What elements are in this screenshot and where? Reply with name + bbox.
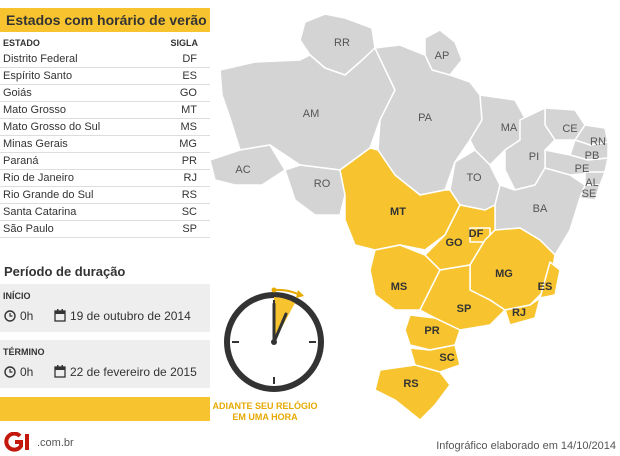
g1-logo: G1 — [4, 432, 29, 452]
state-name: Minas Gerais — [3, 138, 68, 150]
table-row: Minas Gerais MG — [0, 136, 210, 153]
map-label-mt: MT — [390, 206, 406, 218]
state-abbr: ES — [182, 70, 197, 82]
map-label-to: TO — [466, 172, 482, 184]
map-label-pb: PB — [585, 150, 600, 162]
state-shape-ro — [284, 164, 346, 216]
state-shape-ma — [469, 94, 526, 166]
table-row: Distrito Federal DF — [0, 51, 210, 68]
page-title: Estados com horário de verão — [6, 12, 207, 28]
table-row: Santa Catarina SC — [0, 204, 210, 221]
end-date: 22 de fevereiro de 2015 — [70, 365, 197, 379]
table-row: São Paulo SP — [0, 221, 210, 238]
state-abbr: MS — [180, 121, 198, 133]
state-abbr: SP — [182, 223, 197, 235]
map-label-ce: CE — [562, 123, 577, 135]
start-time: 0h — [20, 309, 34, 323]
end-label: TÉRMINO — [3, 347, 45, 357]
state-name: Distrito Federal — [3, 53, 78, 65]
start-box: INÍCIO 0h 19 de outubro de 2014 — [0, 284, 210, 332]
map-label-mg: MG — [495, 268, 513, 280]
title-bar: Estados com horário de verão — [0, 8, 210, 32]
table-row: Rio Grande do Sul RS — [0, 187, 210, 204]
clock-icon — [4, 366, 16, 378]
table-header: ESTADO SIGLA — [0, 36, 210, 50]
state-name: Espírito Santo — [3, 70, 73, 82]
table-row: Paraná PR — [0, 153, 210, 170]
map-label-pa: PA — [418, 112, 433, 124]
state-abbr: MT — [181, 104, 197, 116]
state-name: Goiás — [3, 87, 32, 99]
state-abbr: MG — [179, 138, 197, 150]
map-label-rn: RN — [590, 136, 606, 148]
map-label-pi: PI — [529, 151, 539, 163]
footer-credit: Infográfico elaborado em 14/10/2014 — [436, 440, 616, 452]
clock-icon — [4, 310, 16, 322]
map-label-rr: RR — [334, 37, 350, 49]
clock-caption: ADIANTE SEU RELÓGIO EM UMA HORA — [205, 401, 325, 423]
map-label-ro: RO — [314, 178, 331, 190]
map-label-ms: MS — [391, 281, 408, 293]
table-row: Espírito Santo ES — [0, 68, 210, 85]
state-name: Santa Catarina — [3, 206, 77, 218]
state-abbr: RJ — [183, 172, 197, 184]
state-shape-rj — [504, 297, 541, 326]
end-box: TÉRMINO 0h 22 de fevereiro de 2015 — [0, 340, 210, 388]
states-table: Distrito Federal DF Espírito Santo ES Goiá… — [0, 51, 210, 238]
calendar-icon — [54, 309, 66, 322]
brazil-map: RR AP AM PA MA CE RN PB PI PE AL SE AC R… — [209, 13, 609, 421]
map-label-sp: SP — [457, 303, 472, 315]
map-label-es: ES — [538, 281, 553, 293]
map-label-rs: RS — [403, 378, 418, 390]
state-abbr: DF — [182, 53, 197, 65]
map-label-sc: SC — [439, 352, 454, 364]
table-row: Mato Grosso do Sul MS — [0, 119, 210, 136]
state-shape-es — [539, 261, 561, 299]
state-abbr: SC — [181, 206, 197, 218]
state-shape-sp — [419, 264, 506, 331]
state-shape-rs — [374, 364, 451, 421]
period-title: Período de duração — [4, 264, 126, 279]
clock-caption-line1: ADIANTE SEU RELÓGIO — [212, 401, 318, 411]
state-shape-ac — [209, 144, 286, 186]
end-time: 0h — [20, 365, 34, 379]
column-header-abbr: SIGLA — [170, 38, 198, 48]
table-row: Goiás GO — [0, 85, 210, 102]
clock-illustration — [224, 287, 324, 392]
map-label-pe: PE — [575, 163, 590, 175]
start-label: INÍCIO — [3, 291, 31, 301]
map-label-pr: PR — [424, 325, 439, 337]
map-label-se: SE — [582, 188, 597, 200]
table-row: Rio de Janeiro RJ — [0, 170, 210, 187]
state-name: Mato Grosso — [3, 104, 66, 116]
map-label-ma: MA — [501, 122, 518, 134]
state-name: Rio de Janeiro — [3, 172, 74, 184]
state-abbr: GO — [179, 87, 197, 99]
map-label-al: AL — [585, 177, 598, 189]
clock-caption-line2: EM UMA HORA — [232, 412, 298, 422]
map-label-go: GO — [445, 237, 463, 249]
table-row: Mato Grosso MT — [0, 102, 210, 119]
map-label-am: AM — [303, 108, 320, 120]
map-label-df: DF — [469, 228, 484, 240]
start-date: 19 de outubro de 2014 — [70, 309, 191, 323]
state-name: Rio Grande do Sul — [3, 189, 94, 201]
map-label-ap: AP — [435, 50, 450, 62]
column-header-state: ESTADO — [3, 38, 40, 48]
map-label-ba: BA — [533, 203, 548, 215]
state-name: Mato Grosso do Sul — [3, 121, 101, 133]
map-label-ac: AC — [235, 164, 250, 176]
state-name: São Paulo — [3, 223, 54, 235]
bottom-bar — [0, 397, 210, 421]
state-abbr: PR — [181, 155, 197, 167]
state-name: Paraná — [3, 155, 39, 167]
calendar-icon — [54, 365, 66, 378]
map-label-rj: RJ — [512, 307, 526, 319]
footer-domain: .com.br — [37, 437, 74, 449]
state-abbr: RS — [181, 189, 197, 201]
